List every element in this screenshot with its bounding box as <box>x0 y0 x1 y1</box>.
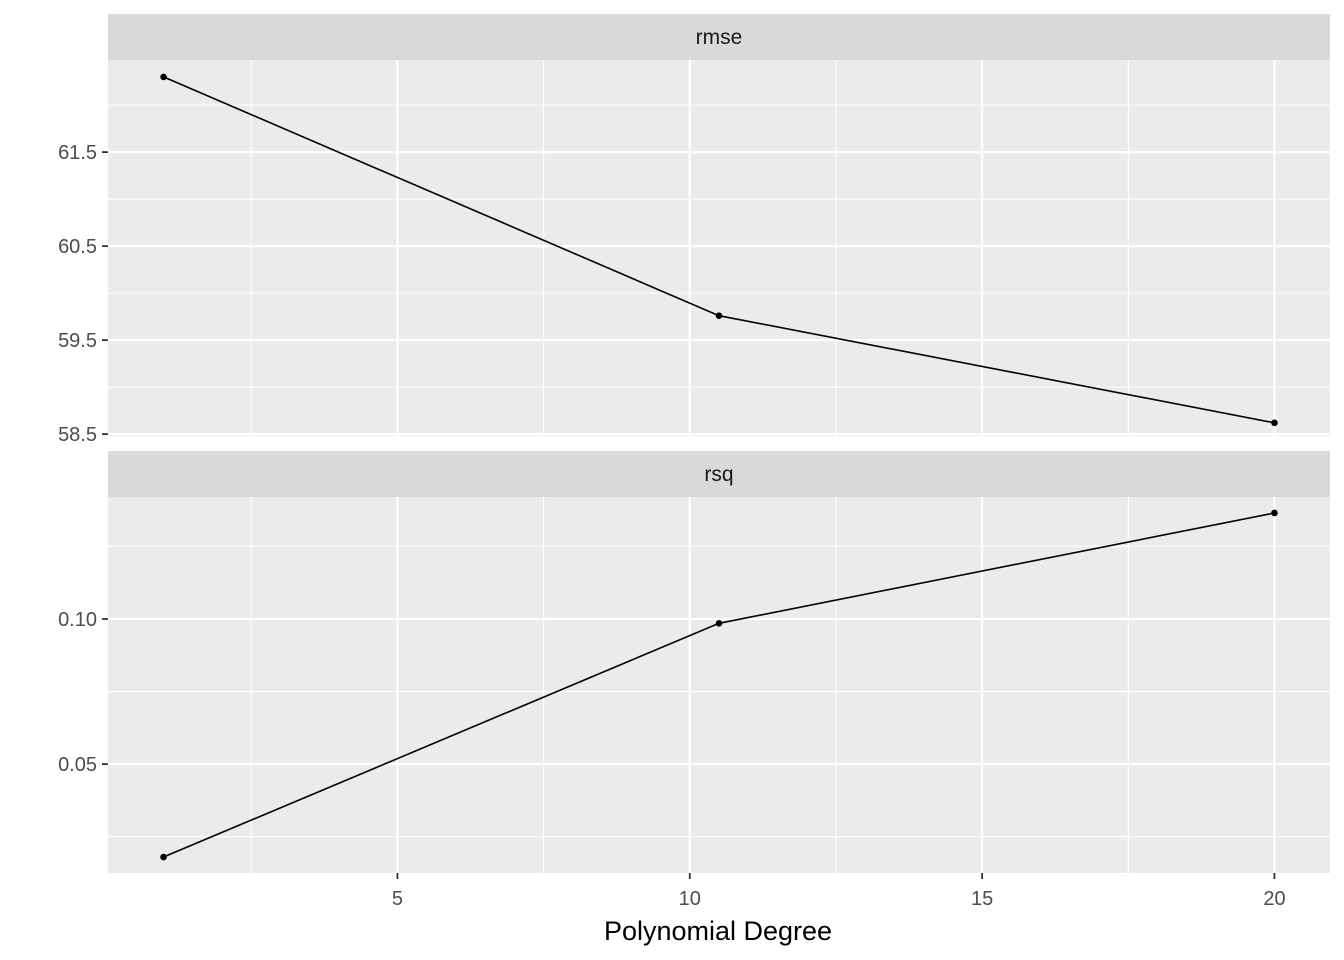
data-point <box>715 620 723 627</box>
y-tick-label: 61.5 <box>58 142 97 164</box>
panel-rmse: rmse 58.5 59.5 60.5 61.5 <box>58 14 1330 446</box>
y-tick-label: 0.05 <box>58 754 97 776</box>
data-point <box>160 73 167 81</box>
data-point <box>1271 419 1278 427</box>
y-tick-label: 0.10 <box>58 609 97 631</box>
y-tick-label: 58.5 <box>58 424 97 446</box>
panel-background <box>108 497 1330 873</box>
data-point <box>715 312 723 319</box>
x-tick-label: 5 <box>392 888 403 910</box>
strip-background <box>108 451 1330 497</box>
strip-label-rsq: rsq <box>704 463 733 486</box>
panel-rsq: rsq 0.05 0.10 5 10 15 20 <box>58 451 1330 910</box>
y-tick-label: 59.5 <box>58 330 97 352</box>
data-point <box>160 853 167 861</box>
strip-label-rmse: rmse <box>696 26 743 49</box>
data-point <box>1271 509 1278 517</box>
y-tick-label: 60.5 <box>58 236 97 258</box>
panel-background <box>108 60 1330 436</box>
x-axis-title: Polynomial Degree <box>604 916 832 946</box>
x-tick-label: 10 <box>679 888 701 910</box>
strip-background <box>108 14 1330 60</box>
x-tick-label: 20 <box>1263 888 1285 910</box>
x-tick-label: 15 <box>971 888 993 910</box>
